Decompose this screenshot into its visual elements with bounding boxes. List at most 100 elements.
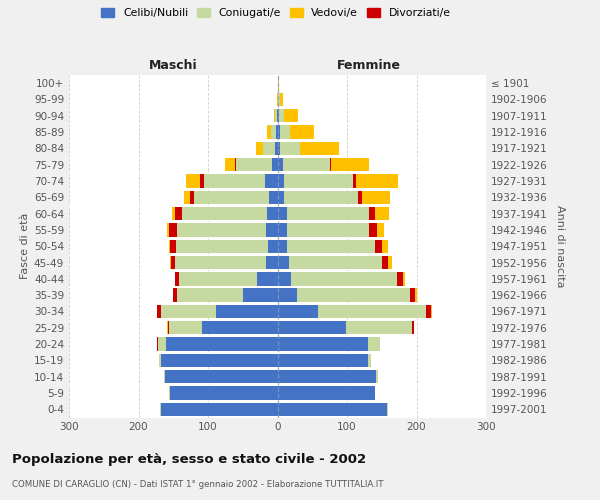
Bar — [376, 240, 382, 253]
Bar — [397, 272, 403, 285]
Bar — [376, 370, 377, 384]
Bar — [368, 207, 376, 220]
Bar — [292, 272, 397, 285]
Bar — [277, 338, 368, 351]
Bar — [161, 402, 277, 416]
Bar — [182, 207, 267, 220]
Bar — [277, 288, 297, 302]
Bar — [175, 256, 266, 269]
Bar — [277, 354, 368, 367]
Bar — [382, 256, 388, 269]
Bar — [157, 338, 158, 351]
Bar — [266, 224, 277, 236]
Bar — [170, 240, 176, 253]
Bar — [243, 288, 277, 302]
Bar — [368, 224, 377, 236]
Bar — [194, 190, 269, 204]
Bar — [289, 256, 382, 269]
Bar — [276, 126, 277, 139]
Bar — [173, 288, 177, 302]
Bar — [202, 321, 277, 334]
Bar — [284, 174, 353, 188]
Bar — [331, 158, 369, 172]
Bar — [346, 321, 412, 334]
Bar — [217, 305, 277, 318]
Bar — [204, 174, 265, 188]
Bar — [277, 76, 278, 90]
Bar — [165, 370, 277, 384]
Y-axis label: Anni di nascita: Anni di nascita — [554, 205, 565, 288]
Bar — [410, 288, 415, 302]
Bar — [271, 126, 276, 139]
Bar — [167, 224, 169, 236]
Bar — [277, 207, 287, 220]
Bar — [287, 224, 368, 236]
Bar — [170, 386, 277, 400]
Bar — [161, 354, 277, 367]
Text: COMUNE DI CARAGLIO (CN) - Dati ISTAT 1° gennaio 2002 - Elaborazione TUTTITALIA.I: COMUNE DI CARAGLIO (CN) - Dati ISTAT 1° … — [12, 480, 383, 489]
Bar — [277, 240, 287, 253]
Bar — [157, 305, 161, 318]
Bar — [169, 386, 170, 400]
Legend: Celibi/Nubili, Coniugati/e, Vedovi/e, Divorziati/e: Celibi/Nubili, Coniugati/e, Vedovi/e, Di… — [101, 8, 451, 18]
Bar — [236, 158, 272, 172]
Bar — [200, 174, 204, 188]
Bar — [263, 142, 275, 155]
Bar — [277, 256, 289, 269]
Bar — [362, 190, 390, 204]
Bar — [184, 190, 190, 204]
Bar — [277, 321, 346, 334]
Bar — [277, 174, 284, 188]
Bar — [266, 256, 277, 269]
Bar — [284, 109, 298, 122]
Bar — [166, 338, 277, 351]
Bar — [375, 386, 376, 400]
Y-axis label: Fasce di età: Fasce di età — [20, 213, 30, 280]
Bar — [414, 321, 415, 334]
Bar — [318, 305, 425, 318]
Bar — [170, 256, 171, 269]
Bar — [175, 272, 179, 285]
Bar — [278, 76, 279, 90]
Bar — [280, 126, 290, 139]
Bar — [300, 142, 301, 155]
Bar — [284, 190, 358, 204]
Bar — [415, 288, 417, 302]
Bar — [277, 109, 279, 122]
Bar — [275, 142, 277, 155]
Bar — [388, 256, 392, 269]
Bar — [277, 305, 318, 318]
Bar — [158, 338, 166, 351]
Bar — [172, 207, 175, 220]
Bar — [164, 370, 165, 384]
Bar — [268, 240, 277, 253]
Bar — [425, 305, 431, 318]
Bar — [277, 126, 280, 139]
Bar — [171, 256, 175, 269]
Bar — [269, 190, 277, 204]
Bar — [376, 207, 389, 220]
Bar — [175, 207, 182, 220]
Bar — [277, 142, 280, 155]
Bar — [431, 305, 433, 318]
Bar — [178, 224, 266, 236]
Bar — [277, 386, 375, 400]
Bar — [167, 321, 169, 334]
Bar — [272, 158, 277, 172]
Bar — [297, 288, 410, 302]
Text: Maschi: Maschi — [149, 60, 197, 72]
Text: Popolazione per età, sesso e stato civile - 2002: Popolazione per età, sesso e stato civil… — [12, 452, 366, 466]
Bar — [277, 190, 284, 204]
Bar — [412, 321, 414, 334]
Bar — [256, 142, 263, 155]
Bar — [278, 93, 280, 106]
Bar — [235, 158, 236, 172]
Bar — [353, 174, 356, 188]
Bar — [169, 240, 170, 253]
Bar — [160, 354, 161, 367]
Bar — [277, 402, 388, 416]
Bar — [169, 224, 178, 236]
Bar — [280, 142, 300, 155]
Bar — [267, 126, 271, 139]
Bar — [283, 158, 331, 172]
